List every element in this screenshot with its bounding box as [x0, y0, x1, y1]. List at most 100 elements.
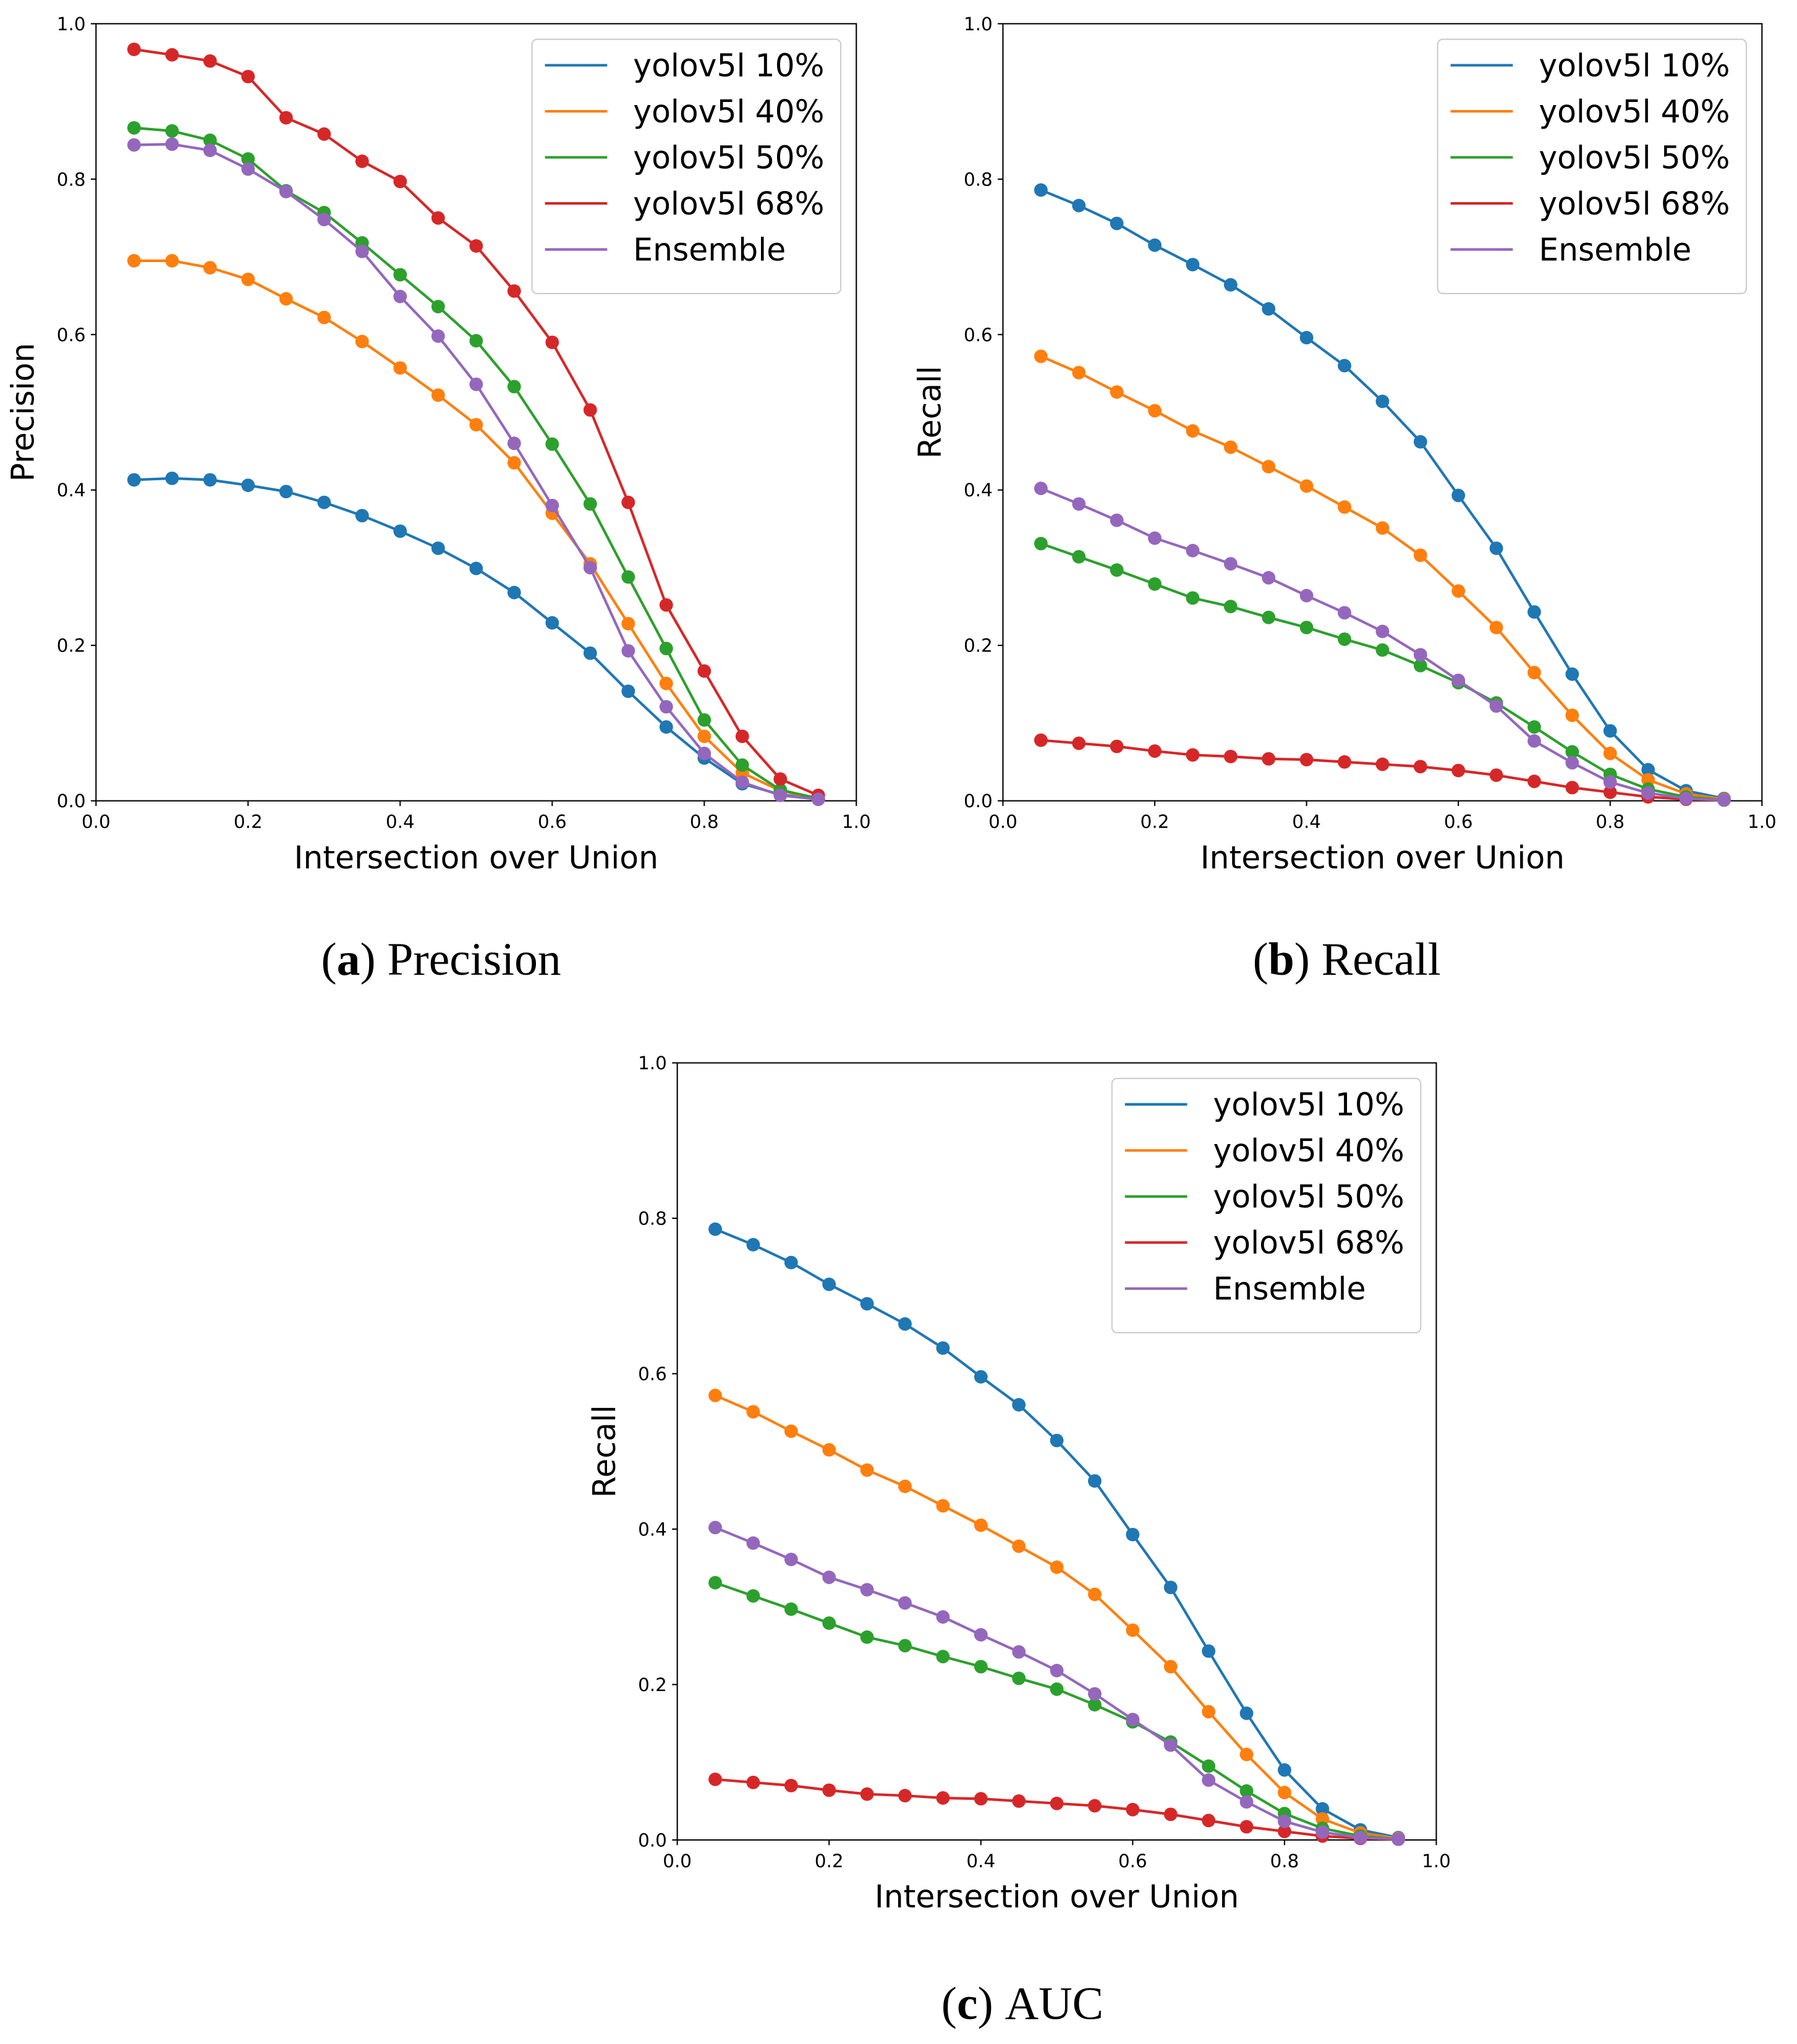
data-point — [974, 1518, 988, 1532]
data-point — [469, 334, 483, 348]
data-point — [1489, 699, 1503, 713]
data-point — [203, 54, 217, 68]
x-axis-label: Intersection over Union — [1200, 839, 1565, 876]
x-tick-label: 0.4 — [966, 1851, 995, 1872]
data-point — [1126, 1623, 1140, 1637]
data-point — [1163, 1660, 1178, 1674]
data-point — [1262, 302, 1276, 316]
data-point — [1163, 1580, 1178, 1595]
legend-label: yolov5l 50% — [633, 139, 824, 176]
data-point — [1391, 1832, 1406, 1846]
y-tick-label: 1.0 — [964, 14, 993, 35]
data-point — [279, 111, 293, 125]
data-point — [1186, 543, 1200, 558]
data-point — [1489, 541, 1503, 555]
legend: yolov5l 10% yolov5l 40% yolov5l 50% yolov5l… — [1111, 1077, 1422, 1334]
data-point — [784, 1255, 798, 1270]
data-point — [746, 1405, 760, 1419]
data-point — [1202, 1705, 1216, 1719]
y-tick-label: 0.0 — [964, 791, 993, 812]
data-point — [545, 498, 559, 512]
series-yolov5l-10 — [1034, 183, 1731, 805]
data-point — [860, 1630, 874, 1644]
legend-item: yolov5l 40% — [1450, 93, 1730, 130]
data-point — [1338, 755, 1351, 769]
data-point — [708, 1520, 722, 1535]
data-point — [1375, 624, 1390, 638]
data-point — [1338, 606, 1351, 620]
series-ensemble — [127, 137, 825, 807]
y-tick-label: 0.2 — [964, 635, 993, 656]
data-point — [1527, 774, 1541, 789]
data-point — [936, 1610, 950, 1624]
data-point — [1413, 548, 1427, 562]
data-point — [1202, 1759, 1216, 1773]
x-tick-label: 0.0 — [663, 1851, 692, 1872]
data-point — [860, 1583, 874, 1597]
x-tick-label: 0.6 — [1118, 1851, 1147, 1872]
legend-item: yolov5l 50% — [545, 139, 824, 176]
data-point — [936, 1650, 950, 1664]
data-point — [545, 616, 559, 630]
data-point — [822, 1783, 836, 1797]
data-point — [203, 143, 217, 158]
data-point — [1034, 183, 1048, 197]
data-point — [469, 239, 483, 253]
data-point — [241, 69, 255, 83]
data-point — [659, 700, 673, 714]
data-point — [1527, 734, 1541, 748]
y-axis-label: Precision — [5, 343, 41, 482]
x-tick-label: 1.0 — [1748, 812, 1777, 833]
data-point — [203, 134, 217, 147]
data-point — [1034, 536, 1048, 551]
data-point — [1050, 1796, 1064, 1810]
data-point — [1299, 479, 1314, 493]
y-axis-label: Recall — [912, 366, 948, 459]
data-point — [1527, 605, 1541, 619]
legend-item: yolov5l 10% — [545, 47, 824, 83]
data-point — [1603, 724, 1617, 738]
y-tick-label: 0.4 — [638, 1519, 667, 1540]
legend-label: yolov5l 68% — [1213, 1224, 1404, 1261]
series-yolov5l-68 — [127, 42, 825, 802]
caption-a: (a) Precision — [321, 934, 561, 985]
data-point — [1088, 1474, 1102, 1488]
data-point — [1353, 1831, 1367, 1845]
data-point — [241, 478, 255, 493]
legend-label: yolov5l 10% — [633, 47, 824, 83]
data-point — [1262, 460, 1276, 473]
data-point — [507, 380, 521, 394]
legend-item: yolov5l 68% — [1450, 185, 1730, 222]
series-yolov5l-10 — [708, 1222, 1406, 1845]
data-point — [860, 1787, 874, 1801]
data-point — [1603, 775, 1617, 789]
data-point — [659, 720, 673, 734]
data-point — [431, 541, 445, 555]
series-ensemble — [708, 1520, 1406, 1846]
legend-label: Ensemble — [1213, 1271, 1366, 1307]
data-point — [784, 1424, 798, 1438]
data-point — [621, 684, 635, 698]
data-point — [165, 137, 179, 151]
panel-a-precision: 0.0 0.2 0.4 0.6 0.8 1.0 0.0 0.2 0.4 0.6 0.8 1.0 Inte… — [5, 14, 871, 876]
data-point — [1223, 440, 1238, 454]
data-point — [355, 509, 369, 523]
data-point — [746, 1589, 760, 1603]
y-tick-label: 1.0 — [57, 14, 86, 35]
data-point — [317, 495, 331, 509]
data-point — [165, 253, 179, 268]
data-point — [1278, 1763, 1291, 1777]
legend-label: yolov5l 40% — [633, 93, 824, 130]
data-point — [1088, 1799, 1102, 1813]
data-point — [317, 213, 331, 227]
data-point — [1489, 621, 1503, 635]
data-point — [936, 1341, 950, 1355]
data-point — [746, 1536, 760, 1550]
data-point — [1163, 1807, 1178, 1821]
data-point — [165, 48, 179, 62]
data-point — [1239, 1747, 1254, 1762]
data-point — [1603, 747, 1617, 760]
data-point — [127, 42, 141, 56]
data-point — [1072, 736, 1086, 750]
plot-frame — [1002, 23, 1763, 802]
